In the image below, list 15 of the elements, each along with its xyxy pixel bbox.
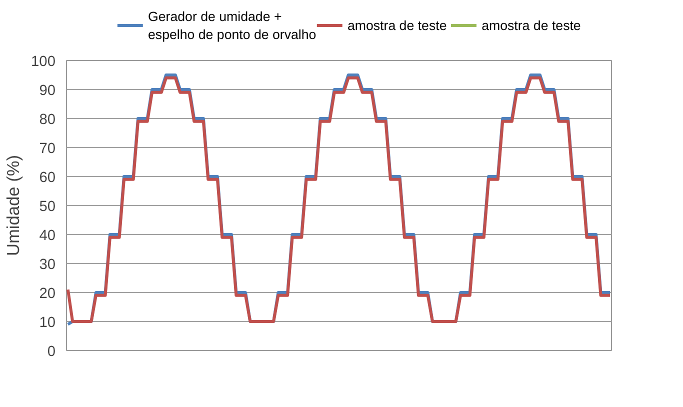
y-tick-label: 0 [47, 344, 56, 360]
y-tick-label: 60 [39, 170, 56, 186]
y-tick-label: 80 [39, 112, 56, 128]
legend-label: Gerador de umidade + espelho de ponto de orvalho [148, 9, 316, 42]
y-tick-label: 90 [39, 83, 56, 99]
y-tick-label: 50 [39, 199, 56, 215]
y-tick-label: 100 [31, 54, 56, 70]
legend-label: amostra de teste [347, 18, 447, 33]
y-tick-label: 10 [39, 315, 56, 331]
y-tick-label: 20 [39, 286, 56, 302]
y-axis-title: Umidade (%) [3, 154, 24, 256]
y-tick-label: 70 [39, 141, 56, 157]
y-tick-label: 30 [39, 257, 56, 273]
legend-label: amostra de teste [482, 18, 581, 33]
y-tick-label: 40 [39, 228, 56, 244]
